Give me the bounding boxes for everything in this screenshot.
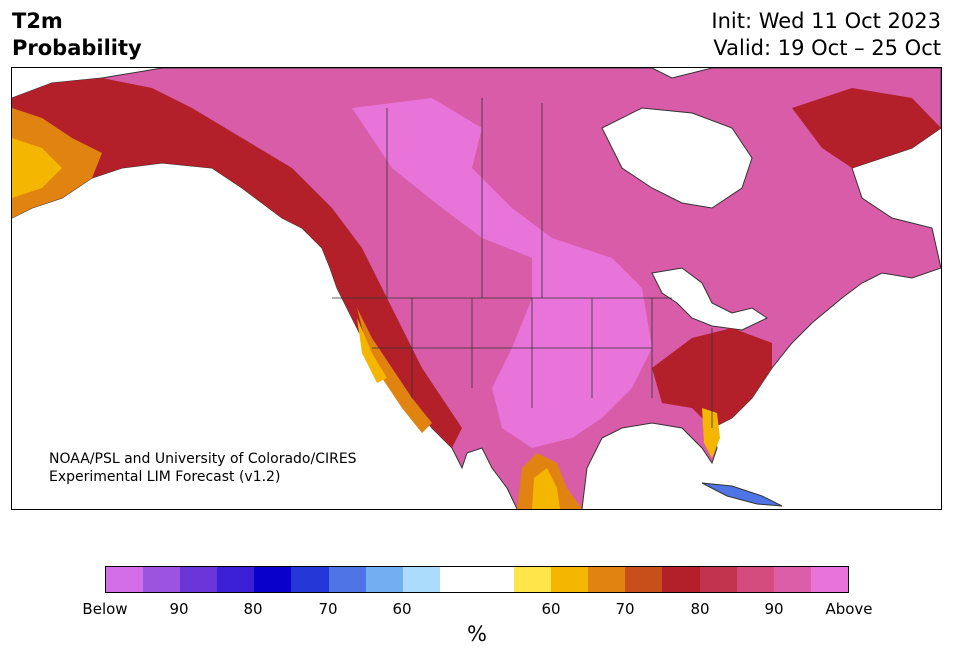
colorbar-tick-label: 60 bbox=[541, 600, 561, 618]
title-line-2: Probability bbox=[12, 36, 142, 60]
credit-line-2: Experimental LIM Forecast (v1.2) bbox=[49, 469, 281, 485]
credit-line-1: NOAA/PSL and University of Colorado/CIRE… bbox=[49, 451, 357, 467]
init-date: Init: Wed 11 Oct 2023 bbox=[711, 9, 941, 33]
hudson-bay bbox=[601, 107, 753, 209]
map-panel bbox=[11, 67, 942, 510]
colorbar-swatch bbox=[402, 567, 440, 592]
interior-above bbox=[352, 98, 652, 448]
west-coast-red bbox=[12, 78, 462, 448]
state-province-borders bbox=[332, 98, 713, 428]
great-lakes bbox=[651, 267, 769, 331]
northeast-red bbox=[792, 88, 941, 168]
colorbar-swatch bbox=[439, 567, 477, 592]
colorbar-swatch bbox=[736, 567, 774, 592]
cuba-blue bbox=[701, 482, 783, 507]
florida-yellow bbox=[702, 408, 720, 458]
mexico-yellow bbox=[532, 468, 560, 509]
forecast-dates: Init: Wed 11 Oct 2023 Valid: 19 Oct – 25… bbox=[711, 8, 941, 62]
colorbar-swatch bbox=[365, 567, 403, 592]
west-coast-orange bbox=[12, 108, 432, 433]
west-coast-yellow bbox=[12, 138, 387, 383]
data-credit: NOAA/PSL and University of Colorado/CIRE… bbox=[49, 450, 357, 486]
probability-map bbox=[12, 68, 941, 509]
colorbar-tick-label: 80 bbox=[243, 600, 263, 618]
map-title: T2m Probability bbox=[12, 8, 142, 62]
colorbar-swatch bbox=[291, 567, 329, 592]
colorbar-tick-label: 70 bbox=[615, 600, 635, 618]
colorbar-swatch bbox=[328, 567, 366, 592]
colorbar-tick-label: 90 bbox=[764, 600, 784, 618]
colorbar-swatch bbox=[551, 567, 589, 592]
colorbar-swatch bbox=[254, 567, 292, 592]
colorbar-swatch bbox=[625, 567, 663, 592]
colorbar-swatch bbox=[662, 567, 700, 592]
colorbar-swatch bbox=[476, 567, 515, 592]
colorbar-tick-label: 70 bbox=[318, 600, 338, 618]
colorbar-tick-label: Below bbox=[82, 600, 128, 618]
title-line-1: T2m bbox=[12, 9, 63, 33]
valid-date: Valid: 19 Oct – 25 Oct bbox=[713, 36, 941, 60]
colorbar-swatch bbox=[217, 567, 255, 592]
colorbar-tick-label: 60 bbox=[392, 600, 412, 618]
colorbar bbox=[105, 566, 849, 593]
colorbar-swatch bbox=[143, 567, 181, 592]
colorbar-swatch bbox=[699, 567, 737, 592]
colorbar-unit: % bbox=[467, 622, 487, 646]
colorbar-swatch bbox=[773, 567, 811, 592]
colorbar-swatch bbox=[180, 567, 218, 592]
colorbar-swatch bbox=[514, 567, 552, 592]
colorbar-tick-label: 90 bbox=[169, 600, 189, 618]
colorbar-swatch bbox=[106, 567, 144, 592]
colorbar-swatch bbox=[810, 567, 848, 592]
colorbar-swatch bbox=[588, 567, 626, 592]
colorbar-tick-label: 80 bbox=[690, 600, 710, 618]
colorbar-tick-label: Above bbox=[825, 600, 873, 618]
